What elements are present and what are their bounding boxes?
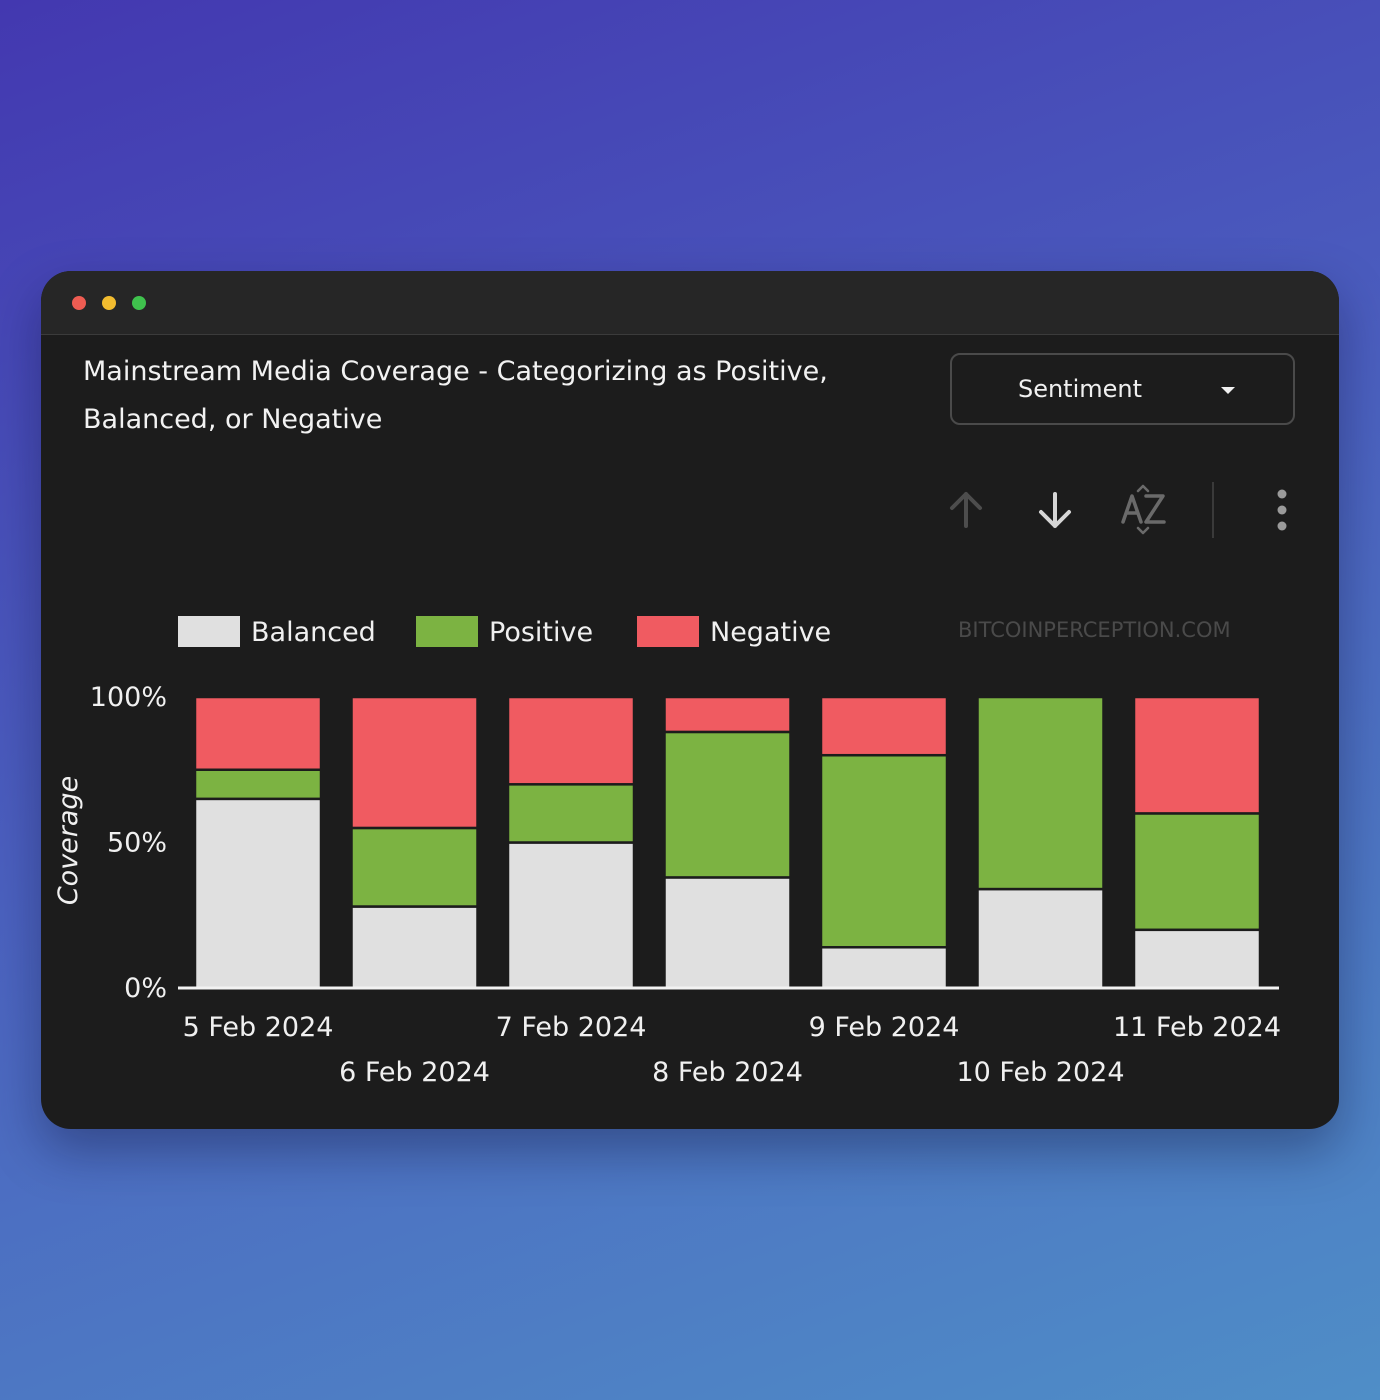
bar-segment-balanced [819,946,949,990]
close-window-button[interactable] [72,296,86,310]
sort-alphabetical-button[interactable] [1118,484,1170,536]
chart-title: Mainstream Media Coverage - Categorizing… [83,356,828,435]
bar-segment-negative [193,695,323,771]
x-tick-label: 6 Feb 2024 [339,1057,490,1088]
bar-segment-balanced [976,887,1105,990]
stacked-bar-chart: Balanced Positive Negative BITCOINPERCEPTIO… [53,616,1281,1088]
bar-segment-positive [506,783,636,844]
bar-segment-balanced [663,876,792,990]
bar-segment-positive [663,730,792,879]
legend-swatch-balanced [178,616,240,647]
bar-segment-negative [506,695,636,786]
bar-segment-positive [819,753,949,949]
legend-label-balanced: Balanced [251,617,376,648]
x-tick-label: 9 Feb 2024 [809,1012,960,1043]
sort-descending-icon [1039,492,1071,528]
bar-segment-positive [193,768,323,801]
sort-ascending-icon [950,492,982,528]
bar-segment-balanced [350,905,479,990]
bar-segment-negative [663,695,792,734]
x-tick-label: 5 Feb 2024 [183,1012,334,1043]
more-vertical-icon [1277,489,1287,531]
maximize-window-button[interactable] [132,296,146,310]
x-tick-label: 7 Feb 2024 [496,1012,647,1043]
watermark-text: BITCOINPERCEPTION.COM [958,618,1231,642]
toolbar-divider [1212,482,1214,538]
more-options-button[interactable] [1256,484,1308,536]
bar-segment-balanced [1132,928,1262,990]
legend-label-negative: Negative [710,617,831,648]
bar-segment-positive [976,695,1105,891]
bar-segment-balanced [193,797,323,990]
y-tick-label: 50% [107,828,167,859]
legend-swatch-negative [637,616,699,647]
y-tick-label: 0% [124,973,167,1004]
x-tick-label: 10 Feb 2024 [956,1057,1124,1088]
dropdown-selected-value: Sentiment [1017,375,1143,403]
sentiment-dropdown[interactable]: Sentiment [950,353,1295,425]
bar-segment-positive [1132,812,1262,932]
sort-ascending-button[interactable] [940,484,992,536]
app-window: Mainstream Media Coverage - Categorizing… [41,271,1339,1129]
caret-down-icon [1221,387,1235,394]
bar-segment-negative [1132,695,1262,815]
x-tick-label: 11 Feb 2024 [1113,1012,1281,1043]
minimize-window-button[interactable] [102,296,116,310]
y-axis-title: Coverage [53,776,84,905]
title-bar [41,271,1339,335]
bar-segment-balanced [506,841,636,990]
sort-alphabetical-icon [1121,484,1166,535]
bar-segment-negative [819,695,949,757]
legend-swatch-positive [416,616,478,647]
bar-segment-positive [350,826,479,908]
y-tick-label: 100% [90,682,167,713]
x-tick-label: 8 Feb 2024 [652,1057,803,1088]
sort-descending-button[interactable] [1029,484,1081,536]
legend-label-positive: Positive [489,617,593,648]
bar-segment-negative [350,695,479,830]
